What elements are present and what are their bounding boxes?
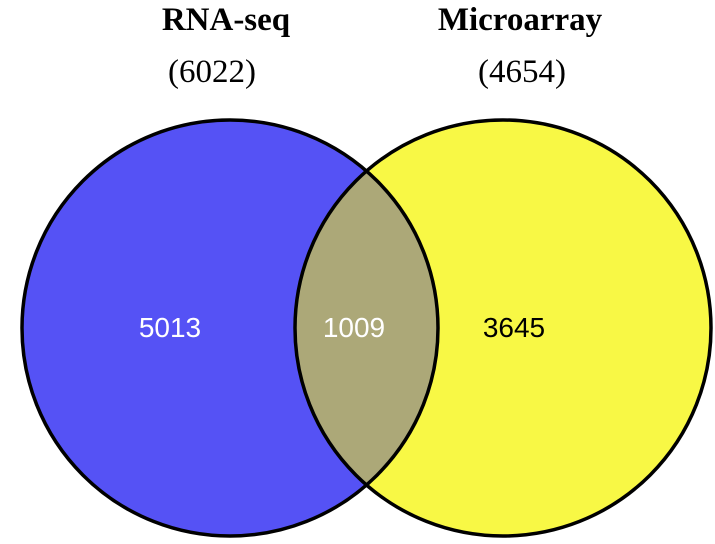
rna-seq-only-count: 5013 [139, 312, 201, 343]
microarray-only-count: 3645 [483, 312, 545, 343]
overlap-count: 1009 [323, 312, 385, 343]
overlap-region [295, 120, 438, 536]
set-count-rna-seq: (6022) [168, 54, 256, 90]
set-title-microarray: Microarray [438, 2, 603, 38]
set-count-microarray: (4654) [478, 54, 566, 90]
rna-seq-circle-outline [20, 118, 440, 538]
set-title-rna-seq: RNA-seq [162, 2, 291, 38]
microarray-circle-outline [293, 118, 713, 538]
